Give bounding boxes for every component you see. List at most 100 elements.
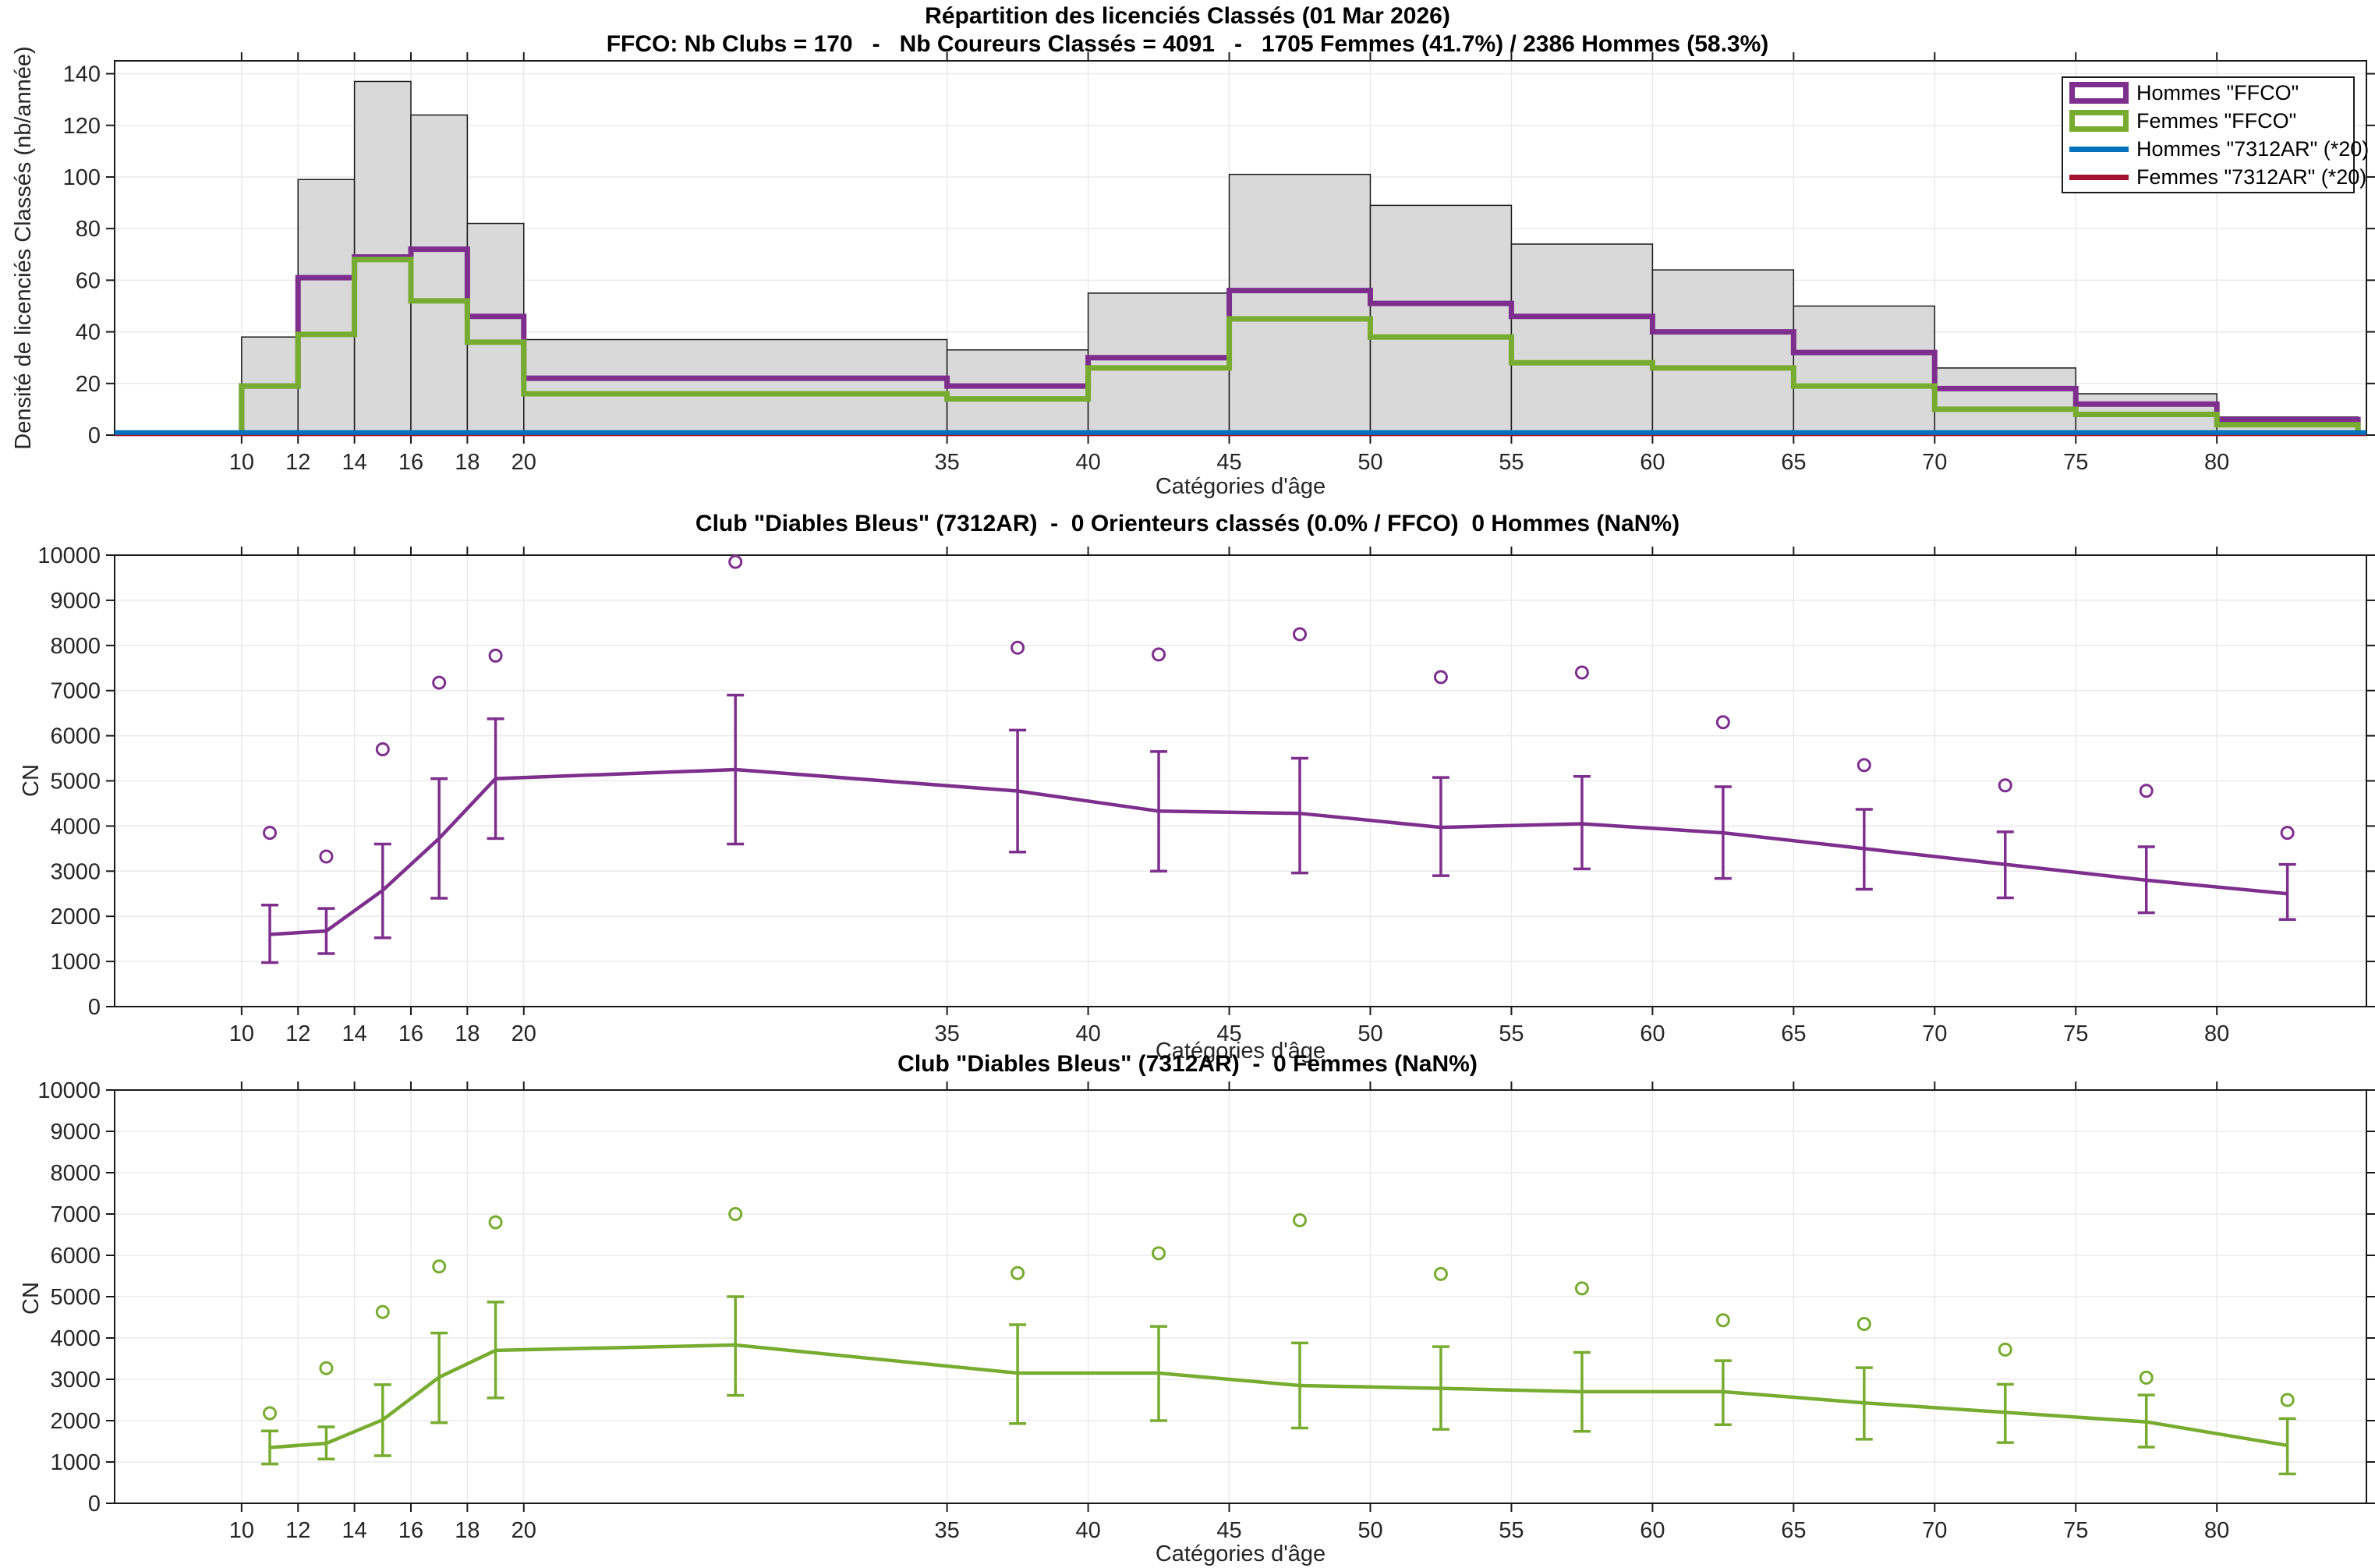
legend-item-femmes-club: Femmes "7312AR" (*20) bbox=[2063, 164, 2366, 190]
tick-label: 75 bbox=[2063, 1518, 2088, 1543]
tick-label: 35 bbox=[934, 450, 959, 475]
outlier-marker bbox=[432, 1259, 447, 1274]
tick-label: 70 bbox=[1922, 450, 1947, 475]
outlier-marker bbox=[2139, 1370, 2154, 1385]
tick-label: 80 bbox=[2204, 1518, 2229, 1543]
outlier-marker bbox=[375, 1304, 390, 1319]
tick-label: 40 bbox=[1075, 1518, 1100, 1543]
tick-label: 3000 bbox=[50, 859, 101, 884]
tick-label: 0 bbox=[88, 995, 101, 1020]
tick-label: 45 bbox=[1216, 1021, 1241, 1045]
tick-label: 1000 bbox=[50, 1450, 101, 1475]
tick-label: 75 bbox=[2063, 450, 2088, 475]
tick-label: 65 bbox=[1781, 1518, 1806, 1543]
tick-label: 12 bbox=[285, 1518, 310, 1543]
outlier-marker bbox=[1152, 647, 1166, 662]
outlier-marker bbox=[1011, 640, 1025, 655]
tick-label: 1000 bbox=[50, 950, 101, 975]
tick-label: 10 bbox=[229, 1021, 254, 1045]
bottom-chart-title: Club "Diables Bleus" (7312AR) - 0 Femmes… bbox=[897, 1051, 1478, 1077]
outlier-marker bbox=[432, 675, 447, 690]
tick-label: 50 bbox=[1357, 1518, 1382, 1543]
tick-label: 18 bbox=[455, 450, 480, 475]
error-bars bbox=[261, 554, 2296, 965]
legend-item-hommes-ffco: Hommes "FFCO" bbox=[2063, 80, 2353, 106]
tick-label: 45 bbox=[1216, 1518, 1241, 1543]
tick-label: 80 bbox=[2204, 1021, 2229, 1045]
outlier-marker bbox=[1293, 1212, 1307, 1227]
tick-label: 20 bbox=[511, 450, 536, 475]
top-chart-subtitle: FFCO: Nb Clubs = 170 - Nb Coureurs Class… bbox=[606, 31, 1769, 57]
legend-box: Hommes "FFCO" Femmes "FFCO" Hommes "7312… bbox=[2062, 76, 2369, 193]
tick-label: 50 bbox=[1357, 450, 1382, 475]
tick-label: 60 bbox=[1640, 1518, 1665, 1543]
top-chart-x-axis-label: Catégories d'âge bbox=[1155, 474, 1326, 499]
tick-label: 70 bbox=[1922, 1518, 1947, 1543]
tick-label: 7000 bbox=[50, 1202, 101, 1227]
tick-label: 50 bbox=[1357, 1021, 1382, 1045]
outlier-marker bbox=[1856, 1316, 1871, 1331]
tick-label: 16 bbox=[398, 450, 423, 475]
outlier-marker bbox=[728, 554, 743, 569]
tick-label: 5000 bbox=[50, 770, 101, 795]
tick-label: 7000 bbox=[50, 679, 101, 704]
outlier-marker bbox=[728, 1207, 743, 1221]
tick-label: 35 bbox=[934, 1021, 959, 1045]
bottom-chart-plot: 10 12 14 16 18 20 35 40 45 50 55 60 65 70 75 80 0 1000 200… bbox=[37, 1078, 2375, 1543]
legend-label: Hommes "FFCO" bbox=[2136, 80, 2299, 104]
tick-label: 9000 bbox=[50, 1120, 101, 1145]
tick-label: 40 bbox=[76, 320, 101, 345]
mean-line bbox=[269, 1343, 2288, 1449]
tick-label: 10 bbox=[229, 450, 254, 475]
tick-label: 40 bbox=[1075, 1021, 1100, 1045]
outlier-marker bbox=[1152, 1246, 1166, 1261]
tick-label: 10000 bbox=[37, 543, 101, 568]
tick-label: 18 bbox=[455, 1518, 480, 1543]
tick-label: 55 bbox=[1499, 1021, 1524, 1045]
tick-label: 4000 bbox=[50, 814, 101, 839]
outlier-marker bbox=[488, 648, 503, 663]
outlier-marker bbox=[1011, 1265, 1025, 1280]
tick-label: 12 bbox=[285, 1021, 310, 1045]
tick-label: 75 bbox=[2063, 1021, 2088, 1045]
tick-label: 16 bbox=[398, 1021, 423, 1045]
middle-chart-x-axis-label: Catégories d'âge bbox=[1155, 1039, 1326, 1064]
middle-chart-title: Club "Diables Bleus" (7312AR) - 0 Orient… bbox=[695, 511, 1680, 536]
top-chart-title: Répartition des licenciés Classés (01 Ma… bbox=[925, 3, 1450, 29]
middle-chart-plot: 10 12 14 16 18 20 35 40 45 50 55 60 65 70 75 80 0 1000 200… bbox=[37, 543, 2375, 1045]
tick-label: 40 bbox=[1075, 450, 1100, 475]
outlier-marker bbox=[1293, 627, 1307, 642]
tick-label: 10000 bbox=[37, 1078, 101, 1103]
tick-label: 6000 bbox=[50, 724, 101, 749]
tick-label: 80 bbox=[2204, 450, 2229, 475]
tick-label: 100 bbox=[63, 165, 101, 190]
outlier-marker bbox=[488, 1215, 503, 1230]
hommes-club-line-icon bbox=[2069, 146, 2129, 152]
outlier-marker bbox=[2280, 1393, 2295, 1407]
tick-label: 60 bbox=[1640, 1021, 1665, 1045]
step-outline-series bbox=[239, 257, 2361, 434]
ffco-total-bars bbox=[241, 80, 2359, 436]
tick-label: 8000 bbox=[50, 634, 101, 659]
legend-label: Hommes "7312AR" (*20) bbox=[2136, 136, 2370, 161]
tick-label: 8000 bbox=[50, 1161, 101, 1186]
tick-label: 20 bbox=[76, 372, 101, 397]
tick-label: 5000 bbox=[50, 1285, 101, 1310]
outlier-marker bbox=[1574, 1281, 1589, 1296]
outlier-marker bbox=[375, 742, 390, 756]
tick-label: 65 bbox=[1781, 450, 1806, 475]
tick-label: 140 bbox=[63, 62, 101, 87]
mean-line bbox=[269, 767, 2288, 936]
outlier-marker bbox=[1715, 1313, 1730, 1328]
tick-label: 16 bbox=[398, 1518, 423, 1543]
outlier-marker bbox=[319, 1361, 334, 1375]
tick-label: 0 bbox=[88, 1492, 101, 1517]
tick-label: 14 bbox=[342, 1021, 366, 1045]
outlier-marker bbox=[1856, 758, 1871, 773]
tick-label: 55 bbox=[1499, 1518, 1524, 1543]
tick-label: 18 bbox=[455, 1021, 480, 1045]
tick-label: 45 bbox=[1216, 450, 1241, 475]
femmes-ffco-swatch-icon bbox=[2069, 110, 2129, 132]
tick-label: 9000 bbox=[50, 589, 101, 614]
hommes-ffco-swatch-icon bbox=[2069, 82, 2129, 104]
